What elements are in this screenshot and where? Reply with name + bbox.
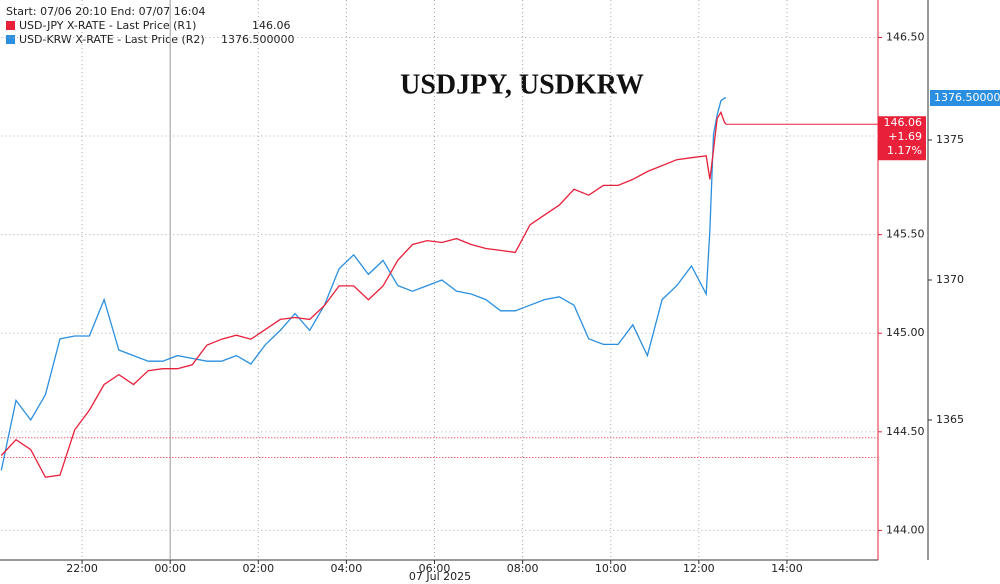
price-tag-label: 1.17% xyxy=(887,144,922,157)
price-tag-label: 1376.500000 xyxy=(934,91,1000,104)
x-date-label: 07 Jul 2025 xyxy=(409,570,471,583)
x-tick-label: 00:00 xyxy=(154,562,186,575)
price-tag-label: 146.06 xyxy=(884,116,923,129)
y-tick-label: 145.50 xyxy=(886,228,925,241)
series-line xyxy=(0,110,727,478)
legend-label: USD-JPY X-RATE - Last Price (R1) xyxy=(19,19,196,32)
legend-label: USD-KRW X-RATE - Last Price (R2) xyxy=(19,33,205,46)
x-tick-label: 10:00 xyxy=(595,562,627,575)
y2-tick-label: 1370 xyxy=(936,273,964,286)
legend-box xyxy=(2,2,300,52)
y2-tick-label: 1365 xyxy=(936,413,964,426)
legend-swatch xyxy=(6,35,15,44)
legend: Start: 07/06 20:10 End: 07/07 16:04 USD-… xyxy=(2,2,300,52)
price-tag xyxy=(878,116,926,161)
x-tick-label: 22:00 xyxy=(66,562,98,575)
legend-value: 146.06 xyxy=(252,19,291,32)
price-tag xyxy=(930,90,1000,106)
x-tick-label: 04:00 xyxy=(331,562,363,575)
y2-tick-label: 1375 xyxy=(936,133,964,146)
y-tick-label: 144.50 xyxy=(886,425,925,438)
x-tick-label: 06:00 xyxy=(419,562,451,575)
series-line xyxy=(0,97,726,471)
x-tick-label: 14:00 xyxy=(771,562,803,575)
chart-title: USDJPY, USDKRW xyxy=(400,69,644,100)
price-tag-label: +1.69 xyxy=(888,130,922,143)
x-tick-label: 12:00 xyxy=(683,562,715,575)
y-tick-label: 144.00 xyxy=(886,523,925,536)
y-tick-label: 145.00 xyxy=(886,326,925,339)
y-tick-label: 146.50 xyxy=(886,30,925,43)
x-tick-label: 02:00 xyxy=(242,562,274,575)
legend-value: 1376.500000 xyxy=(221,33,294,46)
legend-swatch xyxy=(6,21,15,30)
x-tick-label: 08:00 xyxy=(507,562,539,575)
legend-header: Start: 07/06 20:10 End: 07/07 16:04 xyxy=(6,5,205,18)
